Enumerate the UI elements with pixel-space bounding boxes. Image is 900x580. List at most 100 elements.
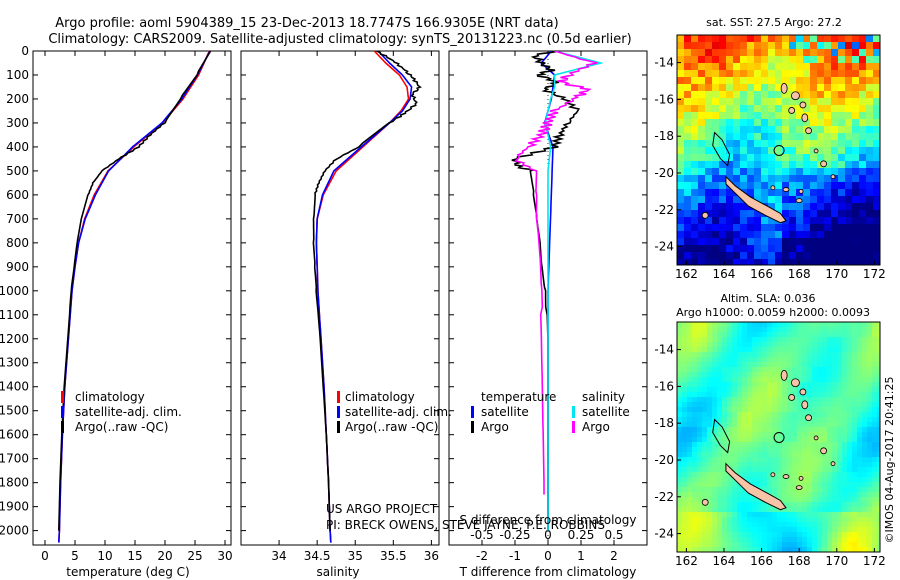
map-cell — [831, 49, 839, 57]
map-cell — [803, 203, 811, 211]
map-cell — [761, 217, 769, 225]
map-cell — [810, 238, 818, 246]
map-cell — [726, 70, 734, 78]
map-cell — [824, 105, 832, 113]
map-cell — [752, 322, 758, 328]
map-cell — [845, 259, 853, 265]
map-cell — [691, 140, 699, 148]
map-cell — [877, 487, 880, 493]
map-cell — [719, 210, 727, 218]
map-cell — [796, 147, 804, 155]
map-cell — [796, 245, 804, 253]
map-cell — [812, 477, 818, 483]
map-cell — [862, 327, 868, 333]
map-cell — [719, 203, 727, 211]
map-cell — [687, 482, 693, 488]
map-cell — [852, 98, 860, 106]
map-cell — [862, 417, 868, 423]
map-cell — [827, 362, 833, 368]
map-cell — [752, 332, 758, 338]
map-cell — [691, 245, 699, 253]
map-cell — [767, 437, 773, 443]
map-cell — [707, 417, 713, 423]
map-cell — [712, 203, 720, 211]
map-cell — [867, 337, 873, 343]
map-cell — [782, 49, 790, 57]
map-cell — [831, 63, 839, 71]
map-cell — [831, 35, 839, 43]
map-cell — [772, 327, 778, 333]
map-cell — [682, 382, 688, 388]
map-cell — [787, 357, 793, 363]
map-cell — [842, 417, 848, 423]
map-cell — [747, 362, 753, 368]
map-cell — [757, 537, 763, 543]
map-cell — [719, 252, 727, 260]
map-cell — [872, 342, 878, 348]
map-cell — [872, 487, 878, 493]
map-cell — [832, 357, 838, 363]
map-cell — [873, 210, 880, 218]
map-cell — [687, 502, 693, 508]
map-cell — [740, 140, 748, 148]
map-cell — [677, 77, 685, 85]
map-cell — [727, 427, 733, 433]
map-cell — [712, 168, 720, 176]
map-cell — [847, 412, 853, 418]
map-cell — [852, 70, 860, 78]
map-cell — [852, 231, 860, 239]
land-island — [701, 498, 709, 506]
map-cell — [732, 527, 738, 533]
map-cell — [822, 482, 828, 488]
map-cell — [807, 422, 813, 428]
map-cell — [754, 175, 762, 183]
map-cell — [698, 126, 706, 134]
map-cell — [782, 417, 788, 423]
map-cell — [872, 447, 878, 453]
map-cell — [754, 42, 762, 50]
map-cell — [692, 337, 698, 343]
map-cell — [691, 126, 699, 134]
map-cell — [838, 161, 846, 169]
map-cell — [722, 507, 728, 513]
map-cell — [726, 217, 734, 225]
map-cell — [802, 322, 808, 328]
map-cell — [727, 502, 733, 508]
map-cell — [733, 224, 741, 232]
map-cell — [872, 467, 878, 473]
map-cell — [792, 482, 798, 488]
map-cell — [754, 168, 762, 176]
map-cell — [802, 352, 808, 358]
map-cell — [732, 347, 738, 353]
map-cell — [859, 35, 867, 43]
land-island — [820, 160, 828, 168]
map-cell — [832, 477, 838, 483]
map-cell — [802, 327, 808, 333]
map-cell — [747, 372, 753, 378]
map-cell — [757, 457, 763, 463]
map-cell — [789, 231, 797, 239]
map-cell — [682, 377, 688, 383]
map-cell — [852, 126, 860, 134]
map-cell — [732, 332, 738, 338]
map-cell — [732, 362, 738, 368]
map-cell — [857, 497, 863, 503]
map-cell — [857, 422, 863, 428]
map-cell — [802, 482, 808, 488]
map-cell — [845, 70, 853, 78]
map-cell — [747, 84, 755, 92]
map-cell — [707, 447, 713, 453]
map-cell — [752, 387, 758, 393]
map-cell — [762, 367, 768, 373]
map-cell — [677, 189, 685, 197]
map-cell — [692, 362, 698, 368]
map-cell — [782, 210, 790, 218]
map-cell — [707, 322, 713, 328]
map-cell — [737, 417, 743, 423]
map-cell — [852, 35, 860, 43]
map-cell — [782, 447, 788, 453]
map-cell — [838, 119, 846, 127]
map-cell — [812, 512, 818, 518]
map-cell — [817, 432, 823, 438]
map-cell — [782, 231, 790, 239]
